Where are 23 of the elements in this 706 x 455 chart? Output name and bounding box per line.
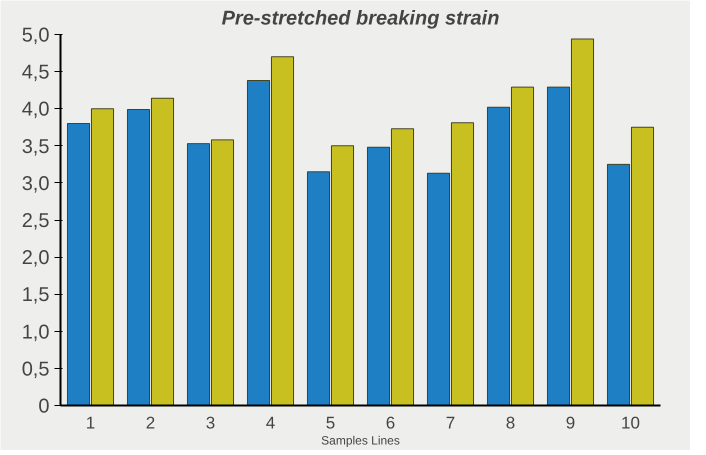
x-tick-label: 5	[326, 414, 336, 432]
y-tick-label: 4,0	[22, 98, 50, 121]
x-axis-title: Samples Lines	[321, 434, 400, 448]
x-tick-label: 3	[206, 414, 216, 432]
y-tick-label: 0,5	[22, 358, 50, 380]
x-tick-label: 4	[266, 414, 276, 432]
x-tick-label: 7	[446, 414, 456, 432]
y-tick-label: 4,5	[22, 62, 50, 84]
x-tick-label: 6	[386, 414, 396, 432]
y-tick-label: 1,0	[22, 321, 50, 344]
y-tick-label: 2,0	[22, 247, 50, 270]
y-tick-label: 3,0	[22, 172, 50, 195]
x-tick-label: 2	[146, 414, 156, 432]
y-tick-label: 0	[38, 396, 50, 418]
x-tick-label: 10	[621, 414, 640, 432]
chart-title: Pre-stretched breaking strain	[222, 8, 500, 30]
x-tick-label: 9	[566, 414, 576, 432]
y-tick-label: 3,5	[22, 136, 50, 158]
y-tick-label: 1,5	[22, 284, 50, 306]
y-tick-label: 5,0	[22, 24, 50, 46]
x-tick-label: 1	[86, 414, 96, 432]
x-tick-label: 8	[506, 414, 516, 432]
y-tick-label: 2,5	[22, 210, 50, 232]
